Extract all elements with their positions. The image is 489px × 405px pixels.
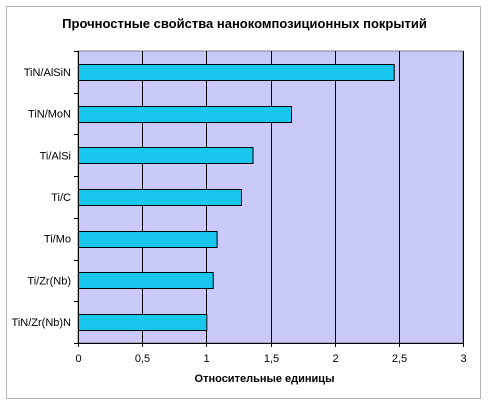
bar-5	[78, 106, 293, 123]
x-axis-title: Относительные единицы	[195, 373, 335, 385]
x-tick-label-2: 1	[203, 353, 209, 365]
bar-4	[78, 147, 254, 164]
category-label-5: TiN/MoN	[28, 109, 71, 121]
category-label-4: Ti/AlSi	[40, 150, 71, 162]
bar-6	[78, 64, 395, 81]
x-tick-label-4: 2	[332, 353, 338, 365]
x-tick-label-3: 1,5	[264, 353, 279, 365]
chart-title: Прочностные свойства нанокомпозиционных …	[62, 16, 427, 31]
category-label-2: Ti/Mo	[44, 234, 71, 246]
bar-2	[78, 231, 218, 248]
x-tick-label-6: 3	[460, 353, 466, 365]
x-tick-label-1: 0,5	[135, 353, 150, 365]
category-label-0: TiN/Zr(Nb)N	[12, 317, 72, 329]
category-label-1: Ti/Zr(Nb)	[27, 275, 71, 287]
x-tick-label-5: 2,5	[392, 353, 407, 365]
bar-1	[78, 272, 214, 289]
bar-0	[78, 314, 208, 331]
x-tick-label-0: 0	[75, 353, 81, 365]
category-label-3: Ti/C	[51, 192, 71, 204]
bar-3	[78, 189, 242, 206]
category-label-6: TiN/AlSiN	[24, 67, 71, 79]
